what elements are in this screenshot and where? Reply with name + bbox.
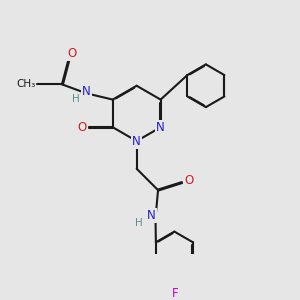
- Text: CH₃: CH₃: [16, 80, 36, 89]
- Text: N: N: [132, 135, 141, 148]
- Text: F: F: [172, 287, 179, 300]
- Text: O: O: [184, 173, 194, 187]
- Text: H: H: [135, 218, 143, 228]
- Text: O: O: [67, 47, 76, 60]
- Text: N: N: [82, 85, 91, 98]
- Text: N: N: [147, 209, 156, 222]
- Text: H: H: [72, 94, 80, 104]
- Text: N: N: [156, 121, 165, 134]
- Text: O: O: [77, 121, 86, 134]
